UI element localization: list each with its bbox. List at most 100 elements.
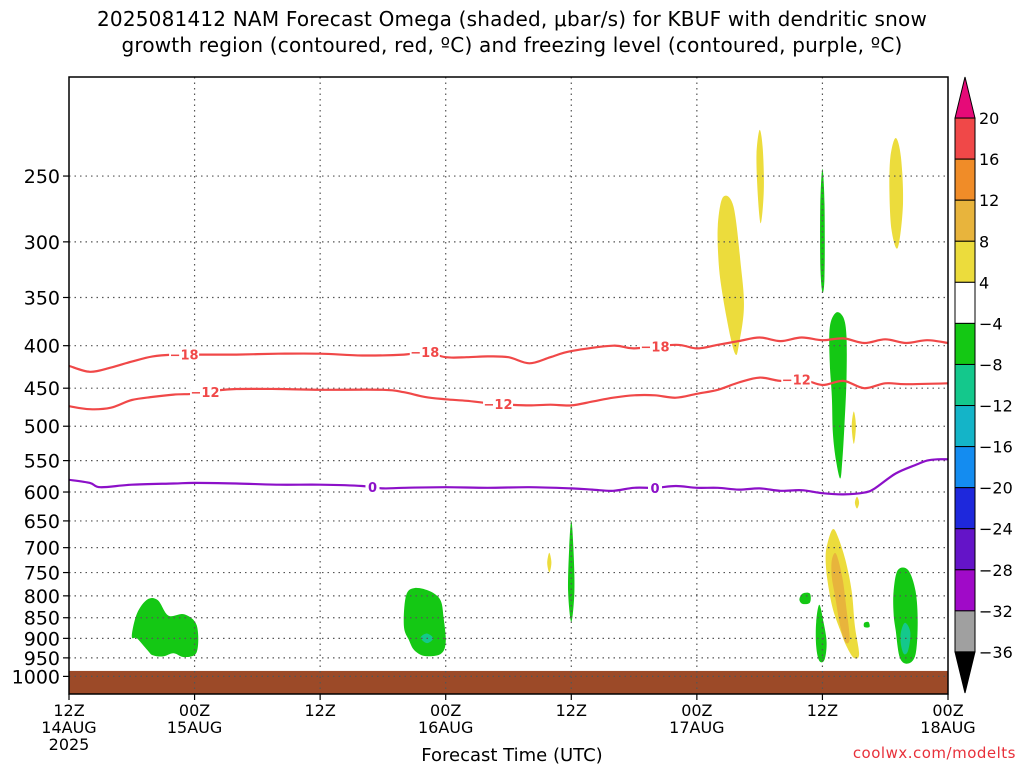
colorbar-swatch-5	[954, 281, 976, 324]
contour-label-bg	[169, 346, 200, 363]
omega-region-7	[756, 129, 764, 224]
y-axis-tick-labels: 2503003504004505005506006507007508008509…	[12, 166, 69, 688]
contour-line--18	[69, 336, 948, 373]
omega-region-1	[131, 598, 199, 658]
colorbar-swatch-13	[954, 610, 976, 653]
colorbar-label-5: −4	[979, 314, 1003, 333]
colorbar-label-8: −16	[979, 438, 1013, 457]
plot-border	[68, 76, 949, 695]
x-tick-label-3-1: 16AUG	[418, 718, 473, 737]
x-tick-label-0-1: 14AUG	[41, 718, 96, 737]
colorbar-swatch-12	[954, 569, 976, 612]
omega-region-18	[893, 567, 918, 664]
omega-region-6	[717, 195, 744, 356]
colorbar-swatch-1	[954, 117, 976, 160]
chart-title-line-2: growth region (contoured, red, ºC) and f…	[121, 33, 903, 57]
colorbar-label-3: 8	[979, 232, 989, 251]
contour-label-bg	[190, 384, 221, 401]
y-tick-label-900: 900	[24, 628, 60, 650]
contour-label: −18	[641, 341, 670, 356]
contour-label: −12	[484, 398, 513, 413]
colorbar-label-11: −28	[979, 561, 1013, 580]
contour-label-bg	[365, 479, 380, 496]
colorbar-label-0: 20	[979, 109, 999, 128]
contour-line-0	[69, 458, 948, 496]
y-tick-label-350: 350	[24, 287, 60, 309]
contour-label: −12	[191, 386, 220, 401]
y-tick-label-700: 700	[24, 538, 60, 560]
colorbar-swatch-9	[954, 446, 976, 489]
ground-fill	[69, 670, 948, 694]
omega-region-16	[815, 604, 827, 663]
ground-fill-layer	[69, 670, 948, 694]
colorbar-label-9: −20	[979, 479, 1013, 498]
omega-region-11	[851, 411, 856, 444]
credit-link[interactable]: coolwx.com/modelts	[852, 744, 1016, 762]
omega-region-8	[889, 138, 904, 249]
omega-region-4	[547, 552, 552, 573]
colorbar-swatch-6	[954, 322, 976, 365]
contour-label-bg	[648, 479, 662, 496]
y-tick-label-950: 950	[24, 648, 60, 670]
contour-label-bg	[640, 338, 670, 355]
contour-label-bg	[781, 371, 812, 388]
omega-shading-layer	[131, 129, 918, 664]
plot-frame	[68, 76, 949, 695]
y-tick-label-550: 550	[24, 451, 60, 473]
y-tick-label-650: 650	[24, 511, 60, 533]
contour-label: −18	[170, 349, 199, 364]
contour-label: 0	[650, 482, 659, 497]
omega-region-2	[403, 587, 446, 657]
contour--18: −18 −18 −18	[69, 336, 948, 373]
omega-region-10	[829, 312, 847, 479]
colorbar-label-4: 4	[979, 273, 989, 292]
x-tick-label-3-0: 00Z	[430, 701, 461, 720]
x-tick-label-7-0: 00Z	[932, 701, 963, 720]
contour-label: 0	[368, 481, 377, 496]
omega-region-12	[854, 496, 860, 509]
y-tick-label-1000: 1000	[12, 666, 60, 688]
chart-title: 2025081412 NAM Forecast Omega (shaded, μ…	[0, 6, 1024, 58]
colorbar-label-6: −8	[979, 355, 1003, 374]
x-axis-label: Forecast Time (UTC)	[421, 745, 603, 766]
x-tick-label-1-0: 00Z	[179, 701, 210, 720]
colorbar-label-10: −24	[979, 520, 1013, 539]
contour-label-bg	[483, 395, 514, 412]
omega-region-15	[831, 553, 850, 644]
omega-region-5	[568, 520, 575, 622]
colorbar-swatch-8	[954, 405, 976, 448]
y-tick-label-750: 750	[24, 563, 60, 585]
y-tick-label-250: 250	[24, 166, 60, 188]
y-tick-label-400: 400	[24, 336, 60, 358]
colorbar-label-7: −12	[979, 397, 1013, 416]
x-tick-label-4-0: 12Z	[556, 701, 587, 720]
x-tick-label-0-0: 12Z	[53, 701, 84, 720]
x-tick-label-1-1: 15AUG	[167, 718, 222, 737]
colorbar-label-12: −32	[979, 602, 1013, 621]
colorbar-label-2: 12	[979, 191, 999, 210]
y-tick-label-800: 800	[24, 586, 60, 608]
colorbar-top-triangle	[954, 76, 976, 119]
colorbar-swatch-4	[954, 240, 976, 283]
contour-label: −18	[410, 346, 439, 361]
omega-region-9	[820, 168, 825, 293]
omega-region-17	[863, 621, 870, 628]
omega-region-13	[799, 592, 811, 605]
y-tick-label-850: 850	[24, 608, 60, 630]
x-tick-label-5-1: 17AUG	[669, 718, 724, 737]
colorbar-swatch-11	[954, 528, 976, 571]
y-tick-label-450: 450	[24, 378, 60, 400]
chart-title-line-1: 2025081412 NAM Forecast Omega (shaded, μ…	[96, 7, 928, 31]
contour-label-bg	[409, 343, 440, 360]
colorbar-swatch-3	[954, 199, 976, 242]
contour-label: −12	[782, 374, 811, 389]
colorbar-bottom-triangle	[954, 651, 976, 694]
contour-lines-layer: −18 −18 −18−12−12−120 0	[69, 336, 948, 497]
colorbar-label-13: −36	[979, 643, 1013, 662]
colorbar-swatch-10	[954, 487, 976, 530]
x-tick-label-6-0: 12Z	[807, 701, 838, 720]
x-tick-label-5-0: 00Z	[681, 701, 712, 720]
